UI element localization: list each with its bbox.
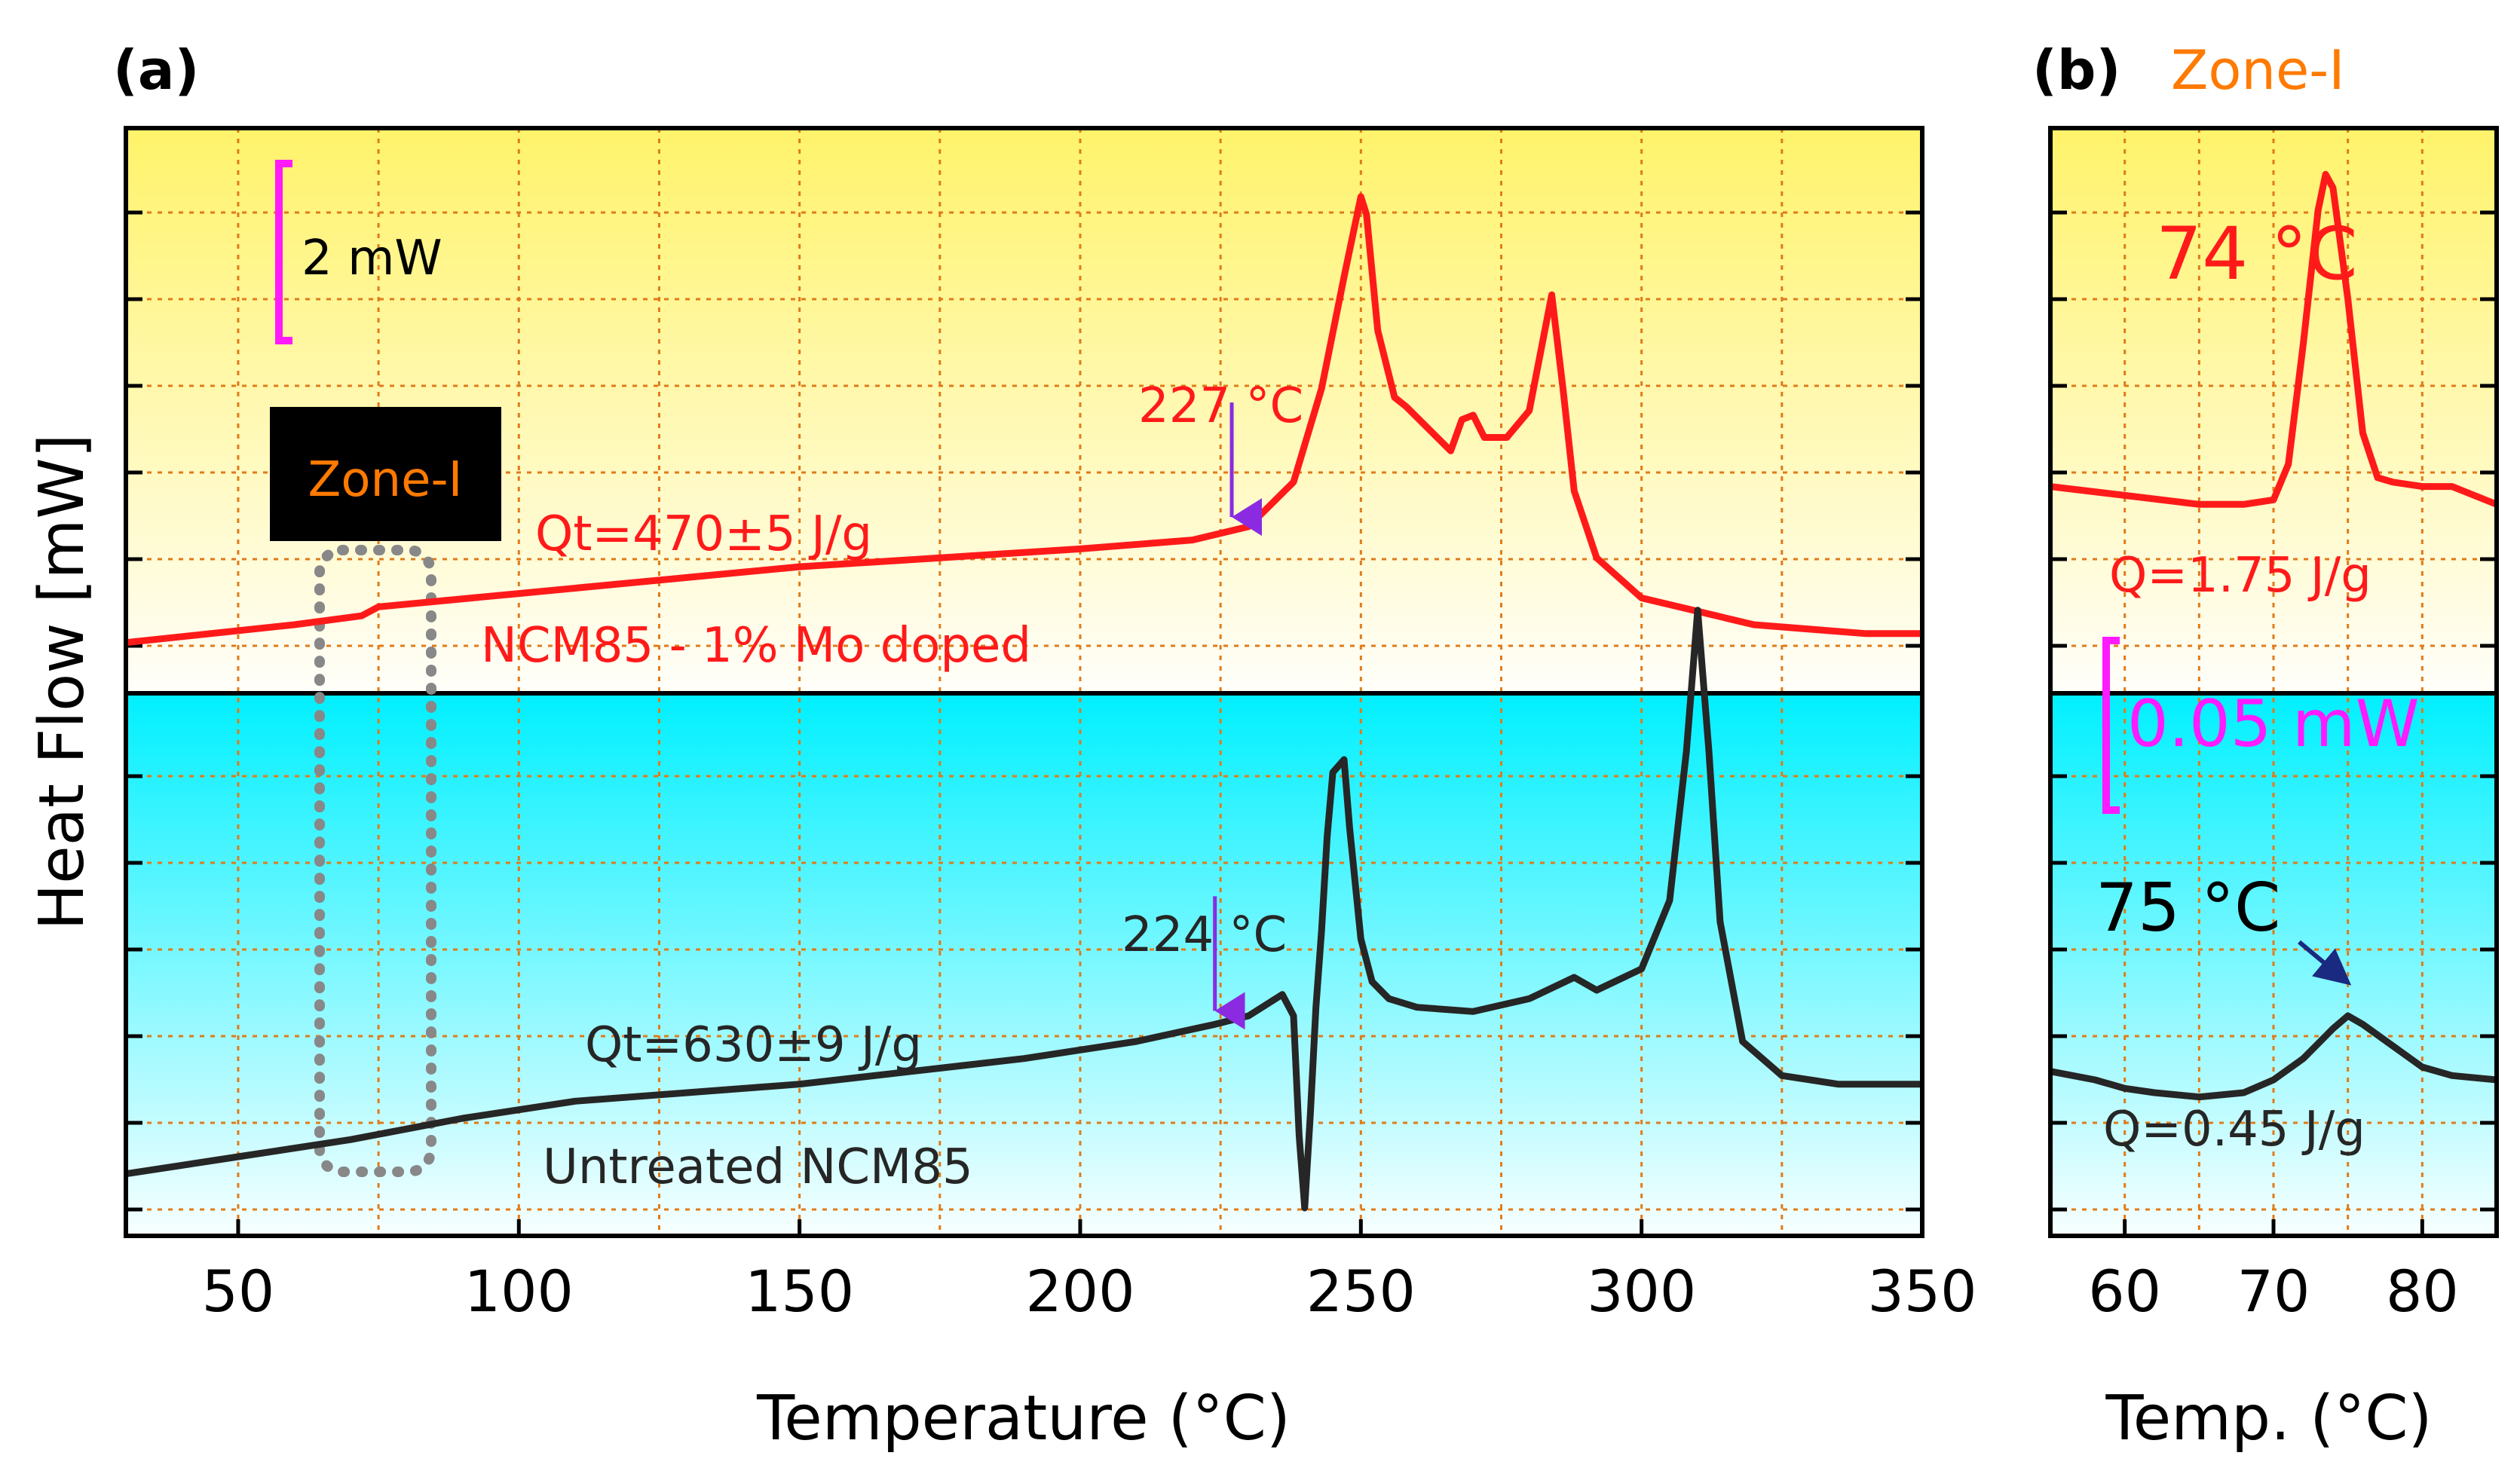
panel-b-title: Zone-I bbox=[2171, 38, 2345, 102]
tick-labels-b: 60 70 80 bbox=[2088, 1258, 2458, 1325]
zone-box-background bbox=[270, 407, 501, 541]
plot-frame-b bbox=[2048, 126, 2499, 1238]
panel-label-b: (b) bbox=[2032, 38, 2120, 102]
x-tick-label: 100 bbox=[464, 1258, 574, 1325]
peak-label-mo-doped: 74 °C bbox=[2156, 212, 2358, 296]
heat-label-zone-untreated: Q=0.45 J/g bbox=[2103, 1102, 2365, 1157]
x-axis-title-b: Temp. (°C) bbox=[2105, 1383, 2433, 1454]
zone-box-label: Zone-I bbox=[308, 452, 463, 508]
scale-bar-label-a: 2 mW bbox=[302, 231, 442, 286]
heat-label-mo-doped: Qt=470±5 J/g bbox=[535, 506, 872, 562]
peak-arrow-untreated bbox=[2298, 940, 2352, 986]
x-tick-label: 150 bbox=[745, 1258, 854, 1325]
plot-frame-a bbox=[124, 126, 1924, 1238]
x-tick-label: 300 bbox=[1587, 1258, 1696, 1325]
panel-a: 2 mW Zone-I 227 °C Qt=470±5 J/g NCM85 - … bbox=[26, 126, 1977, 1454]
panel-b: 0.05 mW 74 °C Q=1.75 J/g 75 °C Q=0.45 J/… bbox=[2048, 126, 2499, 1454]
tick-labels-a: 50 100 150 200 250 300 350 bbox=[202, 1258, 1977, 1325]
heat-label-zone-mo-doped: Q=1.75 J/g bbox=[2109, 548, 2371, 604]
scale-bar-b bbox=[2102, 637, 2120, 814]
x-tick-label: 350 bbox=[1867, 1258, 1977, 1325]
bottom-band bbox=[126, 693, 1922, 1236]
panel-label-a: (a) bbox=[113, 38, 199, 102]
grid-b bbox=[2049, 128, 2497, 1236]
x-tick-label: 70 bbox=[2237, 1258, 2310, 1325]
x-tick-label: 60 bbox=[2088, 1258, 2161, 1325]
onset-label-mo-doped: 227 °C bbox=[1138, 378, 1303, 434]
series-line-zone-untreated bbox=[2050, 1012, 2497, 1101]
scale-bar-label-b: 0.05 mW bbox=[2127, 687, 2420, 762]
zone-highlight-box bbox=[314, 545, 436, 1177]
series-line-untreated bbox=[125, 607, 1922, 1212]
peak-label-untreated: 75 °C bbox=[2096, 869, 2280, 946]
x-tick-label: 50 bbox=[202, 1258, 275, 1325]
y-axis-title: Heat Flow [mW] bbox=[26, 434, 98, 931]
onset-label-untreated: 224 °C bbox=[1122, 907, 1287, 963]
top-band-b bbox=[2050, 128, 2497, 693]
tickmarks-b bbox=[2050, 210, 2497, 1236]
series-line-mo-doped bbox=[125, 193, 1922, 647]
x-tick-label: 200 bbox=[1025, 1258, 1134, 1325]
series-label-untreated: Untreated NCM85 bbox=[543, 1139, 973, 1195]
series-label-mo-doped: NCM85 - 1% Mo doped bbox=[481, 618, 1031, 674]
series-line-zone-mo-doped bbox=[2050, 170, 2498, 508]
scale-bar-a bbox=[275, 160, 292, 344]
x-tick-label: 80 bbox=[2386, 1258, 2459, 1325]
x-tick-label: 250 bbox=[1306, 1258, 1416, 1325]
x-axis-title-a: Temperature (°C) bbox=[756, 1383, 1291, 1454]
heat-label-untreated: Qt=630±9 J/g bbox=[585, 1017, 922, 1073]
